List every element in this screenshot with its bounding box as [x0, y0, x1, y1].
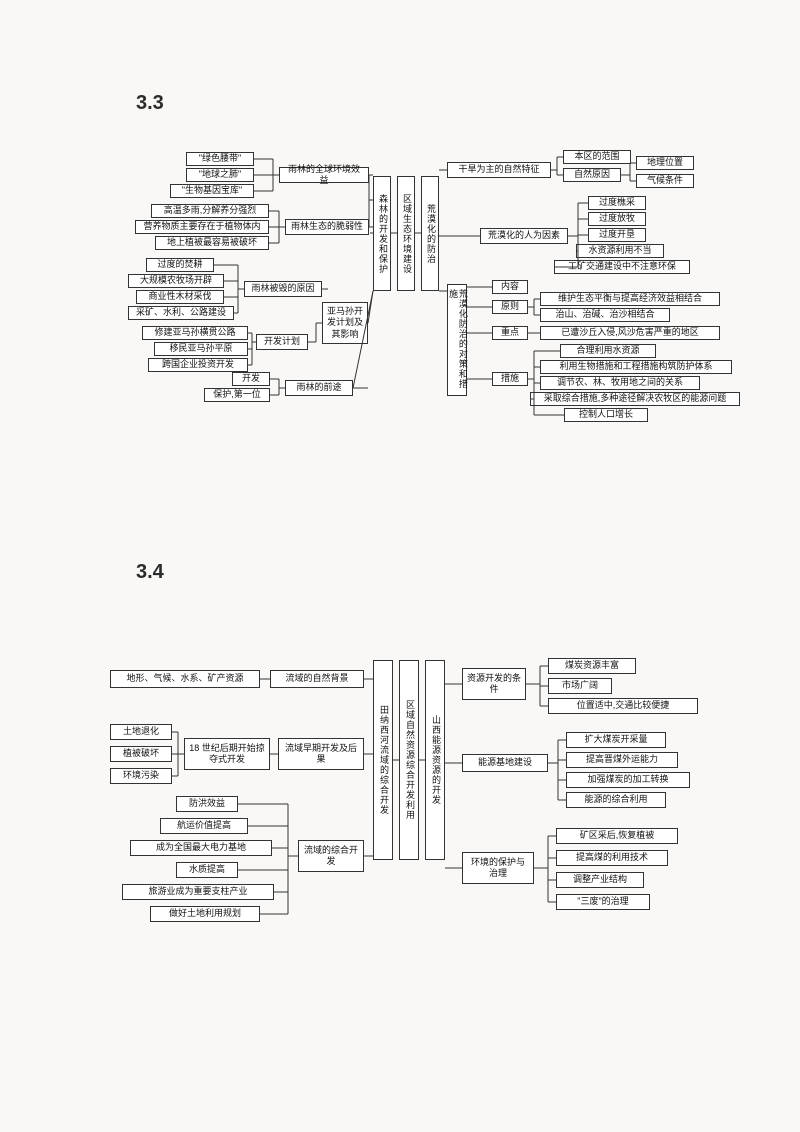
leaf-node: 环境污染 [110, 768, 172, 784]
branch-node: 雨林的全球环境效益 [279, 167, 369, 183]
spine-node: 森林的开发和保护 [373, 176, 391, 291]
leaf-node: 移民亚马孙平原 [154, 342, 248, 356]
leaf-node: 矿区采后,恢复植被 [556, 828, 678, 844]
leaf-node: 利用生物措施和工程措施构筑防护体系 [540, 360, 732, 374]
branch-node: 流域早期开发及后果 [278, 738, 364, 770]
leaf-node: 植被破坏 [110, 746, 172, 762]
leaf-node: 过度的焚耕 [146, 258, 214, 272]
leaf-node: 过度樵采 [588, 196, 646, 210]
branch-node: 流域的自然背景 [270, 670, 364, 688]
leaf-node: 治山、治碱、治沙相结合 [540, 308, 670, 322]
sub-branch-node: 措施 [492, 372, 528, 386]
leaf-node: 航运价值提高 [160, 818, 248, 834]
leaf-node: 加强煤炭的加工转换 [566, 772, 690, 788]
spine-node: 山西能源资源的开发 [425, 660, 445, 860]
leaf-node: 采矿、水利、公路建设 [128, 306, 234, 320]
leaf-node: 地理位置 [636, 156, 694, 170]
leaf-node: 高温多雨,分解养分强烈 [151, 204, 269, 218]
branch-node: 亚马孙开发计划及其影响 [322, 302, 368, 344]
sub-branch-node: 18 世纪后期开始掠夺式开发 [184, 738, 270, 770]
leaf-node: 自然原因 [563, 168, 621, 182]
leaf-node: 气候条件 [636, 174, 694, 188]
leaf-node: 煤炭资源丰富 [548, 658, 636, 674]
sub-branch-node: 原则 [492, 300, 528, 314]
branch-node: 雨林的前途 [285, 380, 353, 396]
branch-node: 雨林生态的脆弱性 [285, 219, 369, 235]
leaf-node: 扩大煤炭开采量 [566, 732, 666, 748]
sub-branch-node: 内容 [492, 280, 528, 294]
leaf-node: 调节农、林、牧用地之间的关系 [540, 376, 700, 390]
leaf-node: 过度开垦 [588, 228, 646, 242]
leaf-node: 位置适中,交通比较便捷 [548, 698, 698, 714]
leaf-node: 本区的范围 [563, 150, 631, 164]
sub-branch-node: 重点 [492, 326, 528, 340]
leaf-node: 营养物质主要存在于植物体内 [135, 220, 269, 234]
leaf-node: 合理利用水资源 [560, 344, 656, 358]
leaf-node: 开发 [232, 372, 270, 386]
spine-node: 区域生态环境建设 [397, 176, 415, 291]
leaf-node: 工矿交通建设中不注意环保 [554, 260, 690, 274]
leaf-node: 提高晋煤外运能力 [566, 752, 678, 768]
leaf-node: 过度放牧 [588, 212, 646, 226]
branch-node: 荒漠化防治的对策和措施 [447, 284, 467, 396]
leaf-node: 土地退化 [110, 724, 172, 740]
section-title-34: 3.4 [136, 561, 164, 584]
page: 3.3 森林的开发和保护 区域生态环境建设 荒漠化的防治 雨林的全球环境效益 "… [0, 0, 800, 1132]
leaf-node: 保护,第一位 [204, 388, 270, 402]
leaf-node: 跨国企业投资开发 [148, 358, 248, 372]
branch-node: 能源基地建设 [462, 754, 548, 772]
branch-node: 荒漠化的人为因素 [480, 228, 568, 244]
leaf-node: 市场广阔 [548, 678, 612, 694]
leaf-node: "生物基因宝库" [170, 184, 254, 198]
spine-node: 区域自然资源综合开发利用 [399, 660, 419, 860]
branch-node: 雨林被毁的原因 [244, 281, 322, 297]
leaf-node: "绿色腰带" [186, 152, 254, 166]
branch-node: 资源开发的条件 [462, 668, 526, 700]
leaf-node: 做好土地利用规划 [150, 906, 260, 922]
leaf-node: 地形、气候、水系、矿产资源 [110, 670, 260, 688]
leaf-node: 防洪效益 [176, 796, 238, 812]
branch-node: 流域的综合开发 [298, 840, 364, 872]
leaf-node: 提高煤的利用技术 [556, 850, 668, 866]
leaf-node: 已遭沙丘入侵,风沙危害严重的地区 [540, 326, 720, 340]
leaf-node: 成为全国最大电力基地 [130, 840, 272, 856]
leaf-node: 维护生态平衡与提高经济效益相结合 [540, 292, 720, 306]
leaf-node: 水资源利用不当 [576, 244, 664, 258]
leaf-node: 能源的综合利用 [566, 792, 666, 808]
section-title-33: 3.3 [136, 92, 164, 115]
sub-branch-node: 开发计划 [256, 334, 308, 350]
leaf-node: "地球之肺" [186, 168, 254, 182]
leaf-node: 修建亚马孙横贯公路 [142, 326, 248, 340]
branch-node: 干旱为主的自然特征 [447, 162, 551, 178]
spine-node: 荒漠化的防治 [421, 176, 439, 291]
leaf-node: 采取综合措施,多种途径解决农牧区的能源问题 [530, 392, 740, 406]
leaf-node: "三废"的治理 [556, 894, 650, 910]
leaf-node: 水质提高 [176, 862, 238, 878]
branch-node: 环境的保护与治理 [462, 852, 534, 884]
leaf-node: 地上植被最容易被破坏 [155, 236, 269, 250]
leaf-node: 商业性木材采伐 [136, 290, 224, 304]
leaf-node: 旅游业成为重要支柱产业 [122, 884, 274, 900]
leaf-node: 调整产业结构 [556, 872, 644, 888]
leaf-node: 大规模农牧场开辟 [128, 274, 224, 288]
leaf-node: 控制人口增长 [564, 408, 648, 422]
spine-node: 田纳西河流域的综合开发 [373, 660, 393, 860]
